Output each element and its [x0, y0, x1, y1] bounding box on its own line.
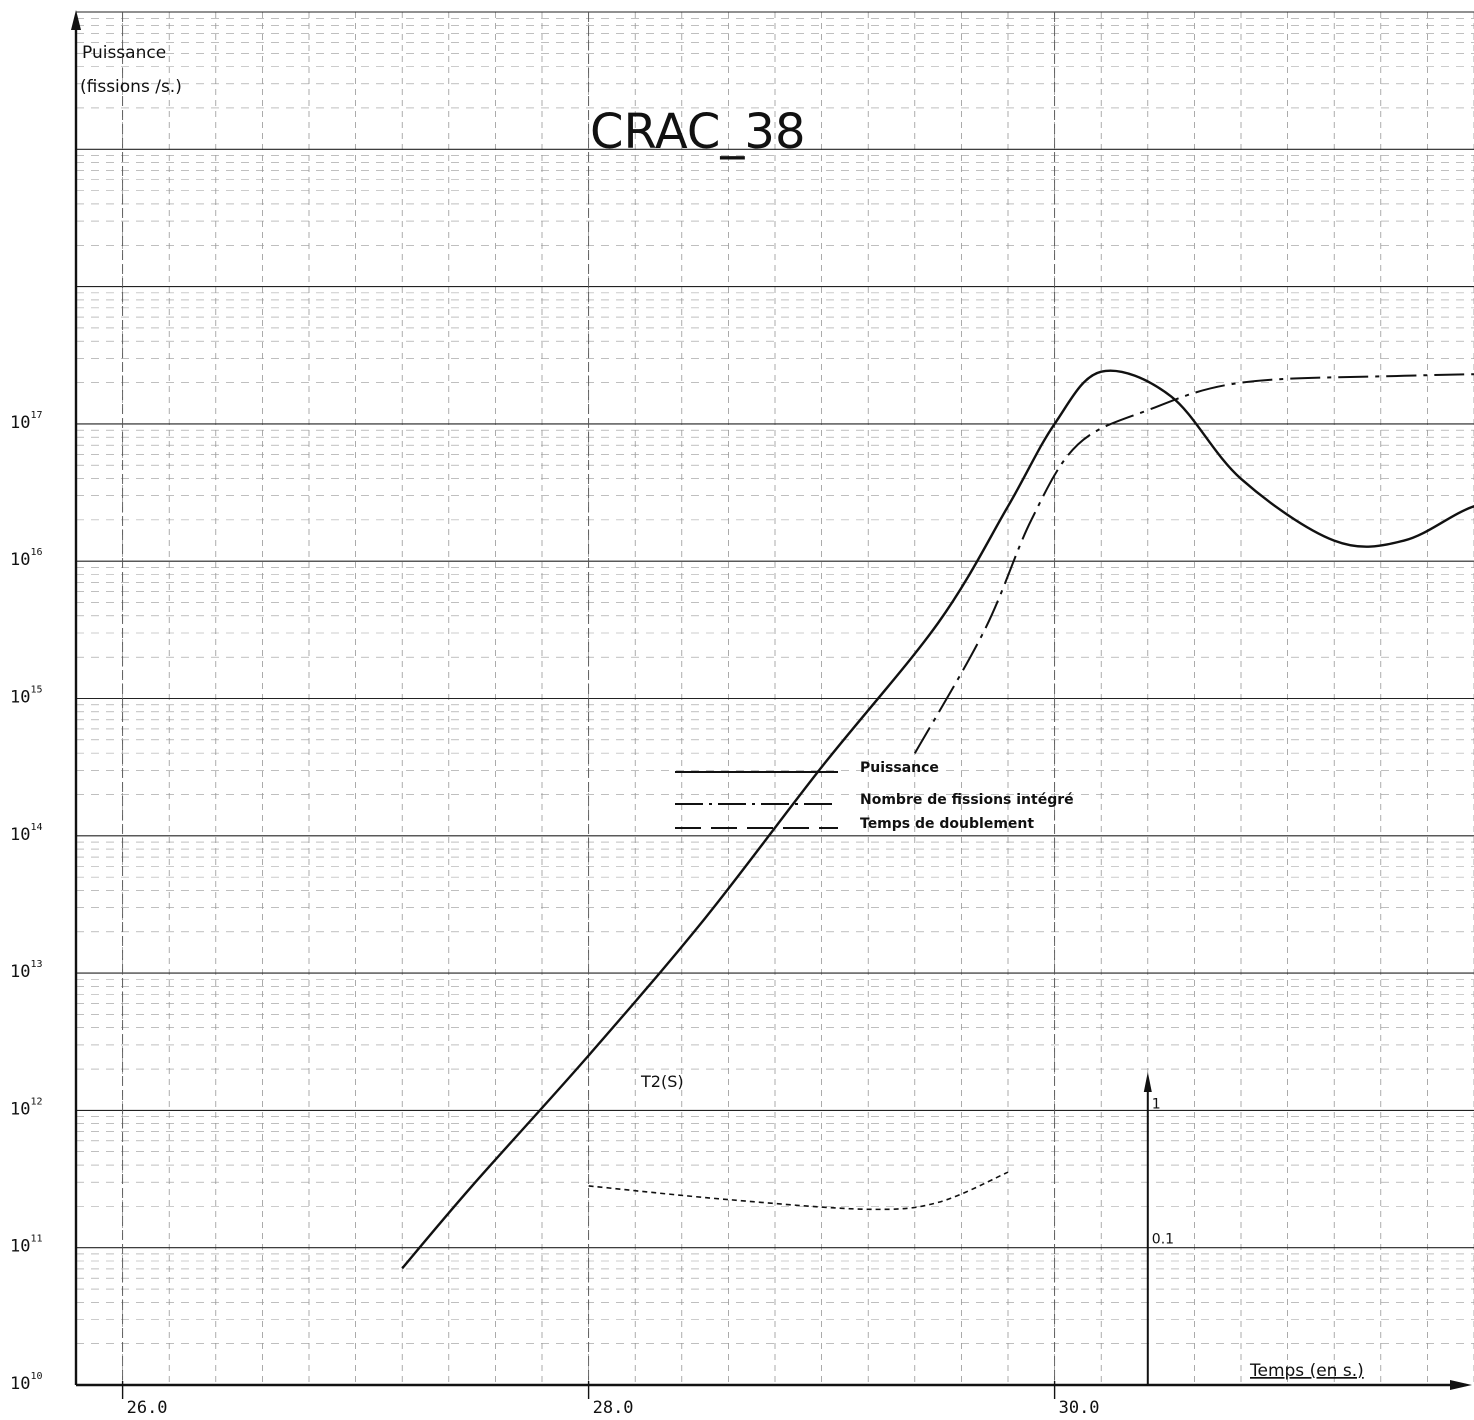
- x-axis-label: Temps (en s.): [1249, 1361, 1364, 1381]
- axes: [71, 10, 1472, 1390]
- series-line-nombre-de-fissions-integre: [913, 373, 1474, 754]
- doubling-time-axis-label: T2(S): [640, 1072, 684, 1091]
- x-tick-label: 28.0: [593, 1398, 634, 1418]
- doubling-time-tick-label: 0.1: [1152, 1232, 1174, 1248]
- legend-label-puissance: Puissance: [860, 760, 939, 776]
- y-tick-label: 1014: [10, 822, 43, 845]
- series-line-temps-de-doublement: [588, 1171, 1009, 1211]
- y-tick-label: 1016: [10, 547, 43, 570]
- y-tick-label: 1017: [10, 410, 43, 433]
- x-tick-label: 26.0: [127, 1398, 168, 1418]
- y-axis-label-line1: Puissance: [82, 43, 166, 63]
- chart-title: CRAC_38: [590, 104, 806, 160]
- y-tick-label: 1012: [10, 1096, 43, 1119]
- y-tick-label: 1010: [10, 1371, 43, 1394]
- legend-label-fissions: Nombre de fissions intégré: [860, 792, 1074, 808]
- legend: Puissance Nombre de fissions intégré Tem…: [675, 760, 1074, 832]
- y-tick-labels: 1010 1011 1012 1013 1014 1015 1016 1017: [10, 410, 43, 1394]
- major-grid: [76, 11, 1474, 1385]
- doubling-time-axis: T2(S) 1 0.1: [640, 1072, 1174, 1385]
- x-axis-arrow: [1450, 1380, 1472, 1390]
- y-axis-arrow: [71, 10, 81, 30]
- y-axis-label-line2: (fissions /s.): [80, 77, 182, 97]
- legend-label-doubling-time: Temps de doublement: [860, 816, 1034, 832]
- x-tick-label: 30.0: [1059, 1398, 1100, 1418]
- doubling-time-axis-arrow: [1143, 1072, 1152, 1092]
- x-tick-labels: 26.028.030.032.034.036.0: [121, 1381, 1100, 1418]
- doubling-time-tick-label: 1: [1152, 1096, 1161, 1112]
- y-tick-label: 1011: [10, 1234, 43, 1257]
- minor-grid: [76, 12, 1474, 1385]
- y-tick-label: 1015: [10, 685, 43, 708]
- y-tick-label: 1013: [10, 959, 43, 982]
